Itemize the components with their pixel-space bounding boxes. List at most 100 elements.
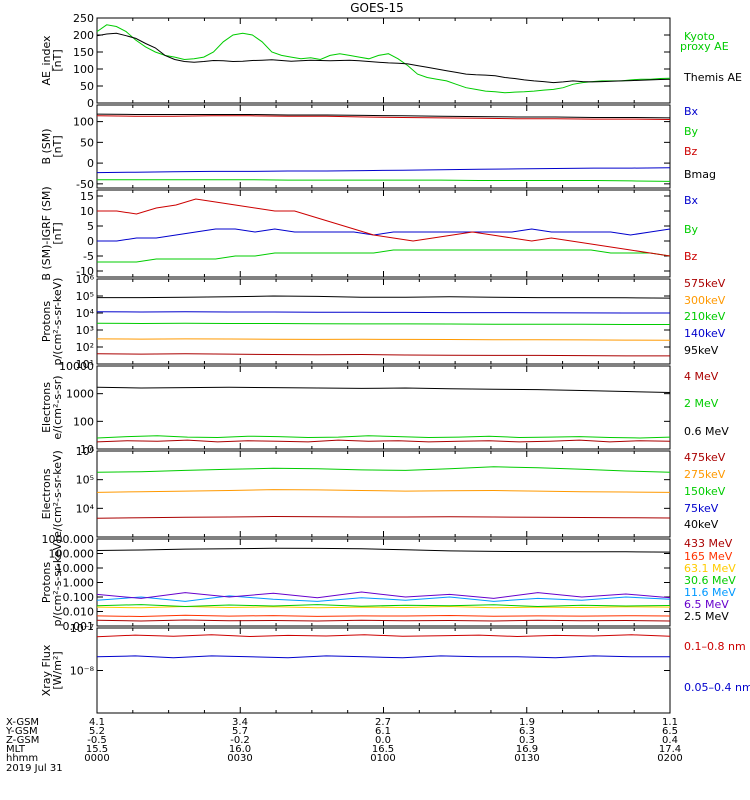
legend-label: Bz	[684, 145, 698, 158]
legend-label: 0.1–0.8 nm	[684, 640, 746, 653]
y-tick-label: 5	[87, 220, 94, 233]
series-line-0-6-mev	[96, 386, 671, 393]
legend-label: 433 MeV	[684, 537, 733, 550]
legend-label: 165 MeV	[684, 550, 733, 563]
ephemeris-row-label: 2019 Jul 31	[6, 763, 63, 774]
y-tick-label: 50	[80, 136, 94, 149]
legend-label: 150keV	[684, 485, 726, 498]
legend-label: Bx	[684, 194, 699, 207]
legend-label: 210keV	[684, 310, 726, 323]
series-line-bmag	[96, 113, 671, 119]
y-axis-label: Electronse/(cm²-s-sr-keV)	[40, 450, 64, 538]
series-line-275kev	[96, 489, 671, 493]
legend-label: Bx	[684, 105, 699, 118]
y-tick-label: 50	[80, 80, 94, 93]
y-tick-label: 10⁶	[76, 445, 95, 458]
series-line-4-mev	[96, 439, 671, 443]
y-axis-label: Electronse/(cm²-s-sr)	[40, 375, 64, 439]
y-tick-label: 10	[80, 443, 94, 456]
legend-label: 11.6 MeV	[684, 586, 736, 599]
legend-label: 575keV	[684, 277, 726, 290]
ephemeris-value: 0200	[657, 753, 682, 764]
y-tick-label: 10.000	[56, 562, 95, 575]
ephemeris-value: 16.0	[229, 744, 251, 755]
y-tick-label: 10⁴	[76, 502, 95, 515]
ephemeris-value: 16.9	[516, 744, 538, 755]
y-tick-label: 10000	[59, 360, 94, 373]
legend-label: 140keV	[684, 327, 726, 340]
y-tick-label: 100	[73, 116, 94, 129]
y-axis-label: B (SM)-IGRF (SM)[nT]	[40, 186, 64, 280]
ephemeris-value: 16.5	[372, 744, 394, 755]
y-tick-label: 10⁵	[76, 474, 94, 487]
legend-label: 275keV	[684, 468, 726, 481]
y-tick-label: 100	[73, 415, 94, 428]
legend-label: 2 MeV	[684, 397, 719, 410]
series-line-6-5-mev	[96, 591, 671, 599]
ephemeris-value: 1.1	[662, 717, 678, 728]
ephemeris-value: 3.4	[232, 717, 248, 728]
legend-label: 0.05–0.4 nm	[684, 681, 750, 694]
y-tick-label: 15	[80, 190, 94, 203]
y-tick-label: 250	[73, 12, 94, 25]
legend-label: 4 MeV	[684, 370, 719, 383]
ephemeris-value: -0.5	[87, 735, 107, 746]
series-line-0-05-0-4-nm	[96, 655, 670, 659]
series-line-themis-ae	[96, 32, 671, 84]
y-tick-label: -5	[83, 250, 94, 263]
ephemeris-row-label: Z-GSM	[6, 735, 39, 746]
y-tick-label: 10⁵	[76, 290, 94, 303]
series-line-140kev	[96, 311, 670, 314]
series-line-bx	[97, 228, 671, 242]
y-tick-label: 0	[87, 157, 94, 170]
ephemeris-value: 6.5	[662, 726, 678, 737]
ephemeris-value: 15.5	[86, 744, 108, 755]
ephemeris-value: 0130	[514, 753, 539, 764]
y-axis-label: Protonsp/(cm²-s-sr-keV)	[40, 539, 64, 627]
y-tick-label: 150	[73, 46, 94, 59]
series-line-kyoto-proxy-ae	[96, 24, 671, 94]
series-line-95kev	[97, 295, 671, 299]
ephemeris-value: 2.7	[375, 717, 391, 728]
ephemeris-value: 1.9	[519, 717, 535, 728]
y-tick-label: 10¹	[76, 358, 94, 371]
ephemeris-row-label: MLT	[6, 744, 26, 755]
series-line-30-6-mev	[96, 604, 671, 608]
series-line-2-5-mev	[96, 547, 671, 553]
legend-label: 40keV	[684, 518, 719, 531]
ephemeris-value: 6.1	[375, 726, 391, 737]
ephemeris-row-label: hhmm	[6, 753, 38, 764]
legend-label: 30.6 MeV	[684, 574, 736, 587]
y-tick-label: 1000.000	[42, 533, 95, 546]
series-line-bz	[97, 198, 671, 257]
y-tick-label: 10³	[76, 324, 94, 337]
plot-title: GOES-15	[350, 1, 404, 15]
legend-label: 75keV	[684, 502, 719, 515]
y-axis-label: Xray Flux[W/m²]	[40, 644, 64, 696]
y-tick-label: 10	[80, 205, 94, 218]
legend-label: 6.5 MeV	[684, 598, 729, 611]
legend-label: proxy AE	[680, 40, 729, 53]
series-line-bx	[96, 167, 671, 174]
panel-frame-1	[96, 17, 671, 104]
y-tick-label: 10⁻⁷	[70, 622, 94, 635]
legend-label: Bz	[684, 250, 698, 263]
y-tick-label: 10⁶	[76, 273, 95, 286]
legend-label: Kyoto	[684, 30, 715, 43]
y-tick-label: 10⁻⁸	[70, 665, 95, 678]
series-line-2-mev	[96, 435, 671, 439]
ephemeris-value: 6.3	[519, 726, 535, 737]
ephemeris-row-label: X-GSM	[6, 717, 39, 728]
y-axis-label: AE_index[nT]	[40, 35, 64, 86]
y-tick-label: 0.001	[63, 620, 95, 633]
ephemeris-value: 4.1	[89, 717, 105, 728]
series-line-433-mev	[96, 619, 671, 622]
series-line-0-1-0-8-nm	[96, 634, 671, 638]
legend-label: 2.5 MeV	[684, 610, 729, 623]
series-line-bz	[96, 115, 671, 120]
y-tick-label: 0.010	[63, 606, 95, 619]
ephemeris-value: 5.2	[89, 726, 105, 737]
y-tick-label: 10²	[76, 341, 94, 354]
legend-label: By	[684, 125, 699, 138]
